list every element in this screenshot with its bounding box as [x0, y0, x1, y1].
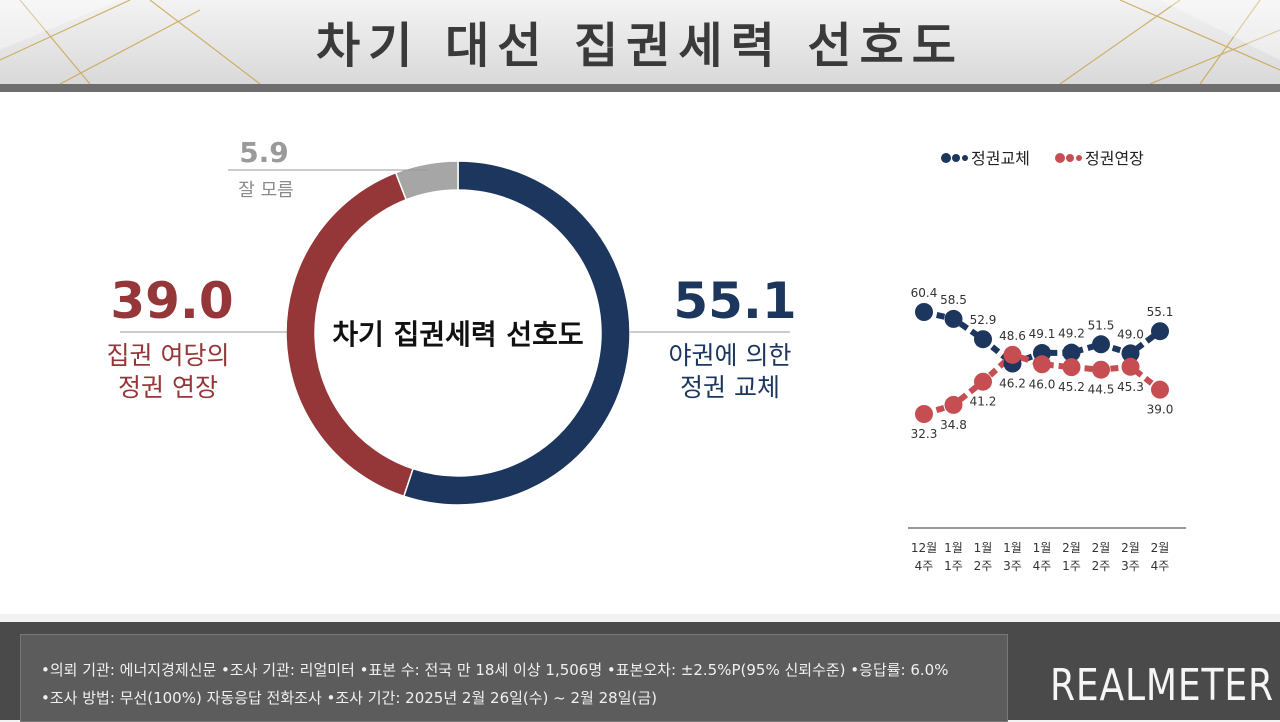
x-axis-ticks: 12월 4주 1월 1주 1월 2주 1월 3주 1월 4주 2월 1주 2월 2주 2월 3주 2월 4주	[911, 541, 1170, 573]
data-label-regime-extension: 44.5	[1088, 383, 1115, 397]
data-point-regime-extension	[915, 405, 933, 423]
x-tick-label: 4주	[915, 559, 934, 573]
data-point-regime-extension	[1033, 355, 1051, 374]
main-panel: 차기 집권세력 선호도 55.1 야권에 의한 정권 교체 39.0 집권 여당…	[0, 92, 1280, 614]
data-label-regime-change: 55.1	[1147, 305, 1174, 319]
x-tick-label: 2월	[1151, 541, 1170, 555]
data-label-regime-extension: 34.8	[940, 418, 967, 432]
value-regime-change: 55.1	[673, 272, 796, 330]
label-unknown: 잘 모름	[238, 180, 293, 201]
series-line-regime-extension	[923, 351, 1162, 417]
page-title: 차기 대선 집권세력 선호도	[316, 18, 964, 74]
header-decoration	[0, 0, 1280, 84]
value-unknown: 5.9	[239, 136, 289, 169]
x-tick-label: 1월	[944, 541, 963, 555]
legend-label-regime-extension: 정권연장	[1085, 149, 1144, 168]
data-label-regime-extension: 48.6	[999, 329, 1026, 343]
realmeter-logo: REALMETER	[1050, 660, 1274, 711]
x-tick-label: 2주	[1092, 559, 1111, 573]
x-tick-label: 1월	[1033, 541, 1052, 555]
data-point-regime-extension	[1003, 345, 1022, 364]
data-label-regime-change: 60.4	[911, 286, 938, 300]
data-label-regime-change: 46.2	[999, 377, 1026, 391]
data-point-regime-change	[1151, 322, 1169, 341]
data-label-regime-change: 49.2	[1058, 327, 1085, 341]
data-label-regime-extension: 45.2	[1058, 380, 1085, 394]
data-point-regime-extension	[1121, 357, 1140, 376]
data-point-regime-change	[915, 303, 933, 321]
donut-chart: 차기 집권세력 선호도 55.1 야권에 의한 정권 교체 39.0 집권 여당…	[107, 136, 797, 506]
trend-line-chart: 정권교체 정권연장 60.4 58.552.9 46.2 49.1 49.251.549…	[908, 149, 1186, 573]
x-tick-label: 3주	[1003, 559, 1022, 573]
x-tick-label: 1월	[1003, 541, 1022, 555]
survey-info-line2: •조사 방법: 무선(100%) 자동응답 전화조사 •조사 기간: 2025년…	[41, 689, 658, 707]
data-label-regime-extension: 41.2	[970, 395, 997, 409]
x-tick-label: 4주	[1033, 559, 1052, 573]
data-point-regime-change	[1062, 343, 1081, 362]
x-tick-label: 2월	[1121, 541, 1140, 555]
data-label-regime-extension: 45.3	[1117, 380, 1144, 394]
data-point-regime-change	[944, 309, 963, 328]
data-label-regime-change: 58.5	[940, 293, 967, 307]
donut-segments	[285, 160, 631, 506]
x-tick-label: 1월	[974, 541, 993, 555]
data-point-regime-extension	[1151, 380, 1169, 399]
legend-label-regime-change: 정권교체	[971, 149, 1030, 168]
header-banner: 차기 대선 집권세력 선호도	[0, 0, 1280, 84]
donut-segment-regime-change	[402, 160, 631, 506]
label-regime-extension-line1: 집권 여당의	[107, 341, 230, 370]
x-tick-label: 4주	[1151, 559, 1170, 573]
label-regime-extension-line2: 정권 연장	[118, 373, 218, 402]
chart-legend: 정권교체 정권연장	[941, 149, 1144, 168]
footer: •의뢰 기관: 에너지경제신문 •조사 기관: 리얼미터 •표본 수: 전국 만…	[0, 622, 1280, 722]
data-point-regime-extension	[974, 372, 992, 391]
legend-item-regime-change: 정권교체	[941, 149, 1030, 168]
data-label-regime-extension: 32.3	[911, 427, 938, 441]
survey-info-box: •의뢰 기관: 에너지경제신문 •조사 기관: 리얼미터 •표본 수: 전국 만…	[20, 634, 1008, 722]
donut-center-label: 차기 집권세력 선호도	[332, 318, 583, 351]
data-label-regime-change: 49.0	[1117, 327, 1144, 341]
value-regime-extension: 39.0	[110, 272, 233, 330]
data-label-regime-extension: 46.0	[1029, 377, 1056, 391]
data-label-regime-change: 49.1	[1029, 327, 1056, 341]
data-point-regime-extension	[944, 395, 963, 414]
x-tick-label: 2월	[1062, 541, 1081, 555]
data-point-regime-extension	[1092, 360, 1110, 379]
x-tick-label: 2월	[1092, 541, 1111, 555]
data-point-regime-change	[1092, 335, 1110, 354]
header-divider	[0, 84, 1280, 92]
x-tick-label: 3주	[1121, 559, 1140, 573]
x-tick-label: 12월	[911, 541, 937, 555]
label-regime-change-line2: 정권 교체	[680, 373, 780, 402]
data-label-regime-extension: 39.0	[1147, 403, 1174, 417]
donut-segment-unknown	[394, 160, 459, 201]
x-tick-label: 1주	[1062, 559, 1081, 573]
data-point-regime-change	[1121, 344, 1140, 363]
x-tick-label: 1주	[944, 559, 963, 573]
data-label-regime-change: 51.5	[1088, 318, 1115, 332]
legend-item-regime-extension: 정권연장	[1055, 149, 1144, 168]
data-label-regime-change: 52.9	[970, 313, 997, 327]
survey-info-line1: •의뢰 기관: 에너지경제신문 •조사 기관: 리얼미터 •표본 수: 전국 만…	[41, 661, 949, 679]
data-point-regime-change	[974, 330, 992, 349]
data-point-regime-extension	[1062, 358, 1081, 377]
x-tick-label: 2주	[974, 559, 993, 573]
line-plot-area: 60.4 58.552.9 46.2 49.1 49.251.549.055.1 32.3…	[911, 286, 1174, 441]
label-regime-change-line1: 야권에 의한	[669, 341, 792, 370]
